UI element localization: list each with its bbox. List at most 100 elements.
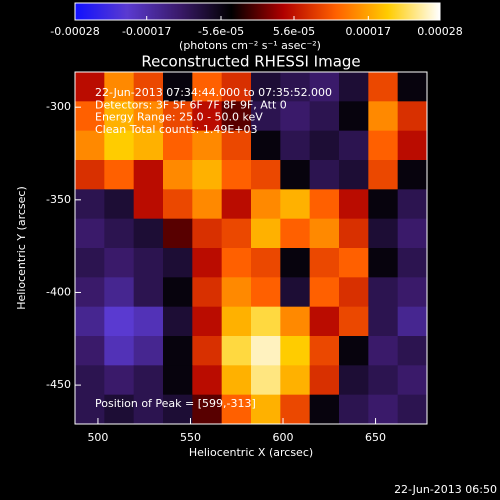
- heatmap-cell: [309, 101, 340, 132]
- heatmap-cell: [75, 394, 105, 425]
- heatmap-cell: [309, 72, 340, 102]
- heatmap-cell: [251, 130, 281, 161]
- heatmap-cell: [163, 160, 193, 190]
- heatmap-cell: [397, 130, 428, 161]
- footer: 22-Jun-2013 06:50: [394, 483, 497, 496]
- heatmap-cell: [163, 101, 193, 132]
- heatmap-cell: [339, 394, 369, 425]
- heatmap-cell: [133, 218, 164, 249]
- x-tick-label: 550: [180, 431, 201, 444]
- heatmap-cell: [104, 248, 135, 278]
- heatmap-cell: [251, 189, 281, 220]
- heatmap-cell: [192, 365, 223, 396]
- heatmap-cell: [397, 160, 428, 190]
- heatmap-cell: [192, 72, 223, 102]
- annotation: Clean Total counts: 1.49E+03: [95, 123, 258, 136]
- heatmap-cell: [280, 218, 311, 249]
- heatmap-cell: [280, 72, 311, 102]
- heatmap-cell: [280, 248, 311, 278]
- heatmap-cell: [309, 365, 340, 396]
- heatmap-cell: [280, 394, 311, 425]
- heatmap-cell: [309, 189, 340, 220]
- heatmap-cell: [104, 394, 135, 425]
- heatmap-cell: [75, 336, 105, 366]
- heatmap-cell: [368, 101, 399, 132]
- heatmap-cell: [133, 306, 164, 337]
- heatmap-cell: [221, 72, 252, 102]
- heatmap-cell: [221, 248, 252, 278]
- colorbar-tick-label: -0.00028: [50, 25, 99, 38]
- heatmap-cell: [104, 72, 135, 102]
- heatmap-cell: [251, 394, 281, 425]
- heatmap-cell: [397, 336, 428, 366]
- heatmap-cell: [163, 394, 193, 425]
- heatmap-cell: [251, 72, 281, 102]
- colorbar-tick-label: -0.00017: [122, 25, 171, 38]
- heatmap-cell: [251, 277, 281, 308]
- heatmap-cell: [368, 365, 399, 396]
- colorbar-label: (photons cm⁻² s⁻¹ asec⁻²): [179, 39, 321, 52]
- heatmap-cell: [192, 277, 223, 308]
- heatmap-cell: [163, 189, 193, 220]
- heatmap-cell: [133, 130, 164, 161]
- heatmap-cell: [339, 277, 369, 308]
- heatmap-cell: [251, 365, 281, 396]
- peak-label: Position of Peak = [599,-313]: [95, 397, 256, 410]
- heatmap-cell: [251, 160, 281, 190]
- heatmap-cell: [133, 160, 164, 190]
- heatmap-cell: [75, 189, 105, 220]
- plot-frame: [74, 71, 428, 425]
- heatmap-cell: [192, 189, 223, 220]
- x-tick-label: 600: [273, 431, 294, 444]
- heatmap-cell: [163, 365, 193, 396]
- heatmap-cell: [133, 72, 164, 102]
- heatmap-cell: [75, 101, 105, 132]
- heatmap-cell: [339, 160, 369, 190]
- heatmap-cell: [251, 306, 281, 337]
- heatmap-cell: [368, 277, 399, 308]
- colorbar-tick-label: -5.6e-05: [198, 25, 244, 38]
- heatmap-cell: [192, 306, 223, 337]
- heatmap-cell: [104, 365, 135, 396]
- heatmap-cell: [221, 101, 252, 132]
- heatmap-cell: [75, 160, 105, 190]
- heatmap-cell: [221, 277, 252, 308]
- heatmap-cell: [192, 130, 223, 161]
- heatmap-cell: [397, 72, 428, 102]
- annotation: Energy Range: 25.0 - 50.0 keV: [95, 111, 263, 124]
- chart-title: Reconstructed RHESSI Image: [141, 53, 360, 71]
- heatmap-cell: [221, 365, 252, 396]
- heatmap-cell: [280, 130, 311, 161]
- heatmap-cell: [75, 306, 105, 337]
- y-tick-label: -400: [46, 285, 71, 298]
- heatmap-cell: [192, 336, 223, 366]
- heatmap-cell: [251, 336, 281, 366]
- heatmap-cell: [192, 101, 223, 132]
- y-axis-label: Heliocentric Y (arcsec): [15, 186, 28, 310]
- heatmap-cell: [221, 218, 252, 249]
- heatmap-cell: [104, 130, 135, 161]
- heatmap-cell: [368, 72, 399, 102]
- heatmap-cell: [280, 101, 311, 132]
- heatmap-cell: [192, 160, 223, 190]
- heatmap-cell: [192, 218, 223, 249]
- annotation: Detectors: 3F 5F 6F 7F 8F 9F, Att 0: [95, 98, 287, 111]
- heatmap-cell: [251, 101, 281, 132]
- heatmap-cell: [280, 189, 311, 220]
- heatmap-cell: [339, 336, 369, 366]
- heatmap-cell: [104, 101, 135, 132]
- heatmap-cell: [397, 277, 428, 308]
- heatmap-cell: [397, 101, 428, 132]
- heatmap-cell: [104, 306, 135, 337]
- heatmap-cell: [368, 160, 399, 190]
- heatmap-cell: [163, 277, 193, 308]
- heatmap-cell: [309, 306, 340, 337]
- heatmap-cell: [221, 336, 252, 366]
- annotation: 22-Jun-2013 07:34:44.000 to 07:35:52.000: [95, 86, 332, 99]
- heatmap-cell: [339, 101, 369, 132]
- heatmap-cell: [163, 130, 193, 161]
- heatmap-cell: [133, 365, 164, 396]
- heatmap-cell: [368, 306, 399, 337]
